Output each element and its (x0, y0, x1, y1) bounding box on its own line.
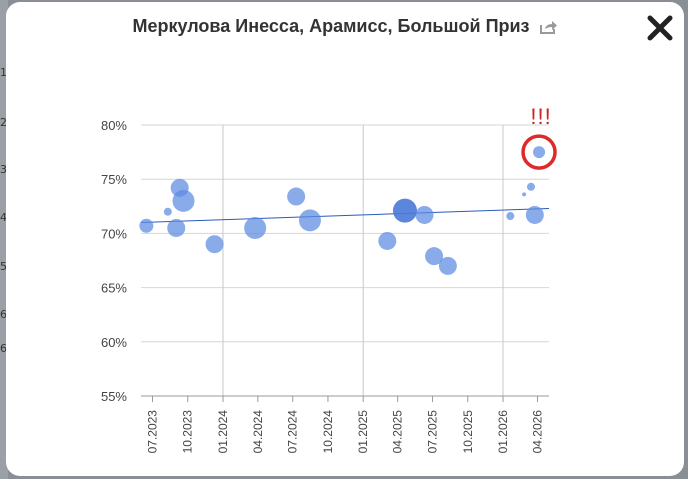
close-icon[interactable] (646, 14, 674, 42)
x-tick-label: 01.2025 (356, 410, 370, 454)
x-tick-label: 07.2025 (426, 410, 440, 454)
bubble-point (298, 209, 321, 232)
bubble-point (163, 207, 172, 216)
backdrop-tick-label: 1 (0, 66, 7, 79)
y-tick-label: 60% (101, 335, 127, 350)
modal-title-row: Меркулова Инесса, Арамисс, Большой Приз (6, 16, 684, 39)
y-tick-label: 80% (101, 118, 127, 133)
bubble-point (287, 187, 306, 206)
x-tick-label: 01.2024 (216, 410, 230, 454)
chart-modal: Меркулова Инесса, Арамисс, Большой Приз (6, 2, 684, 476)
bubble-point (415, 205, 434, 224)
y-tick-label: 70% (101, 226, 127, 241)
bubble-point (378, 231, 397, 250)
bubble-point (139, 218, 154, 233)
backdrop-tick-label: 3 (0, 163, 7, 176)
x-tick-label: 04.2026 (531, 410, 545, 454)
bubble-point (392, 198, 417, 223)
backdrop-tick-label: 5 (0, 260, 7, 273)
bubble-point (438, 256, 457, 275)
alert-annotation: !!! (530, 104, 551, 129)
y-tick-label: 55% (101, 389, 127, 404)
y-tick-label: 65% (101, 281, 127, 296)
backdrop-tick-label: 4 (0, 211, 7, 224)
bubble-point (506, 212, 515, 221)
x-tick-label: 07.2024 (286, 410, 300, 454)
bubble-point (167, 218, 186, 237)
x-tick-label: 04.2024 (251, 410, 265, 454)
highlight-ring (521, 134, 557, 170)
backdrop-tick-label: 6 (0, 308, 7, 321)
backdrop-strip (0, 0, 8, 479)
x-tick-label: 04.2025 (391, 410, 405, 454)
x-tick-label: 10.2024 (321, 410, 335, 454)
x-tick-label: 01.2026 (496, 410, 510, 454)
bubble-point (522, 192, 527, 197)
trendline (140, 207, 550, 224)
bubble-point (525, 205, 544, 224)
y-tick-label: 75% (101, 172, 127, 187)
bubble-point (425, 247, 444, 266)
bubble-point (244, 216, 267, 239)
bubble-point (205, 235, 224, 254)
modal-title: Меркулова Инесса, Арамисс, Большой Приз (132, 16, 530, 36)
x-tick-label: 10.2023 (181, 410, 195, 454)
x-tick-label: 10.2025 (461, 410, 475, 454)
bubble-point (526, 182, 535, 191)
share-icon[interactable] (539, 18, 558, 39)
backdrop-tick-label: 2 (0, 116, 7, 129)
backdrop-tick-label: 6 (0, 342, 7, 355)
x-tick-label: 07.2023 (145, 410, 159, 454)
bubble-point (533, 146, 546, 159)
bubble-point (172, 189, 195, 212)
